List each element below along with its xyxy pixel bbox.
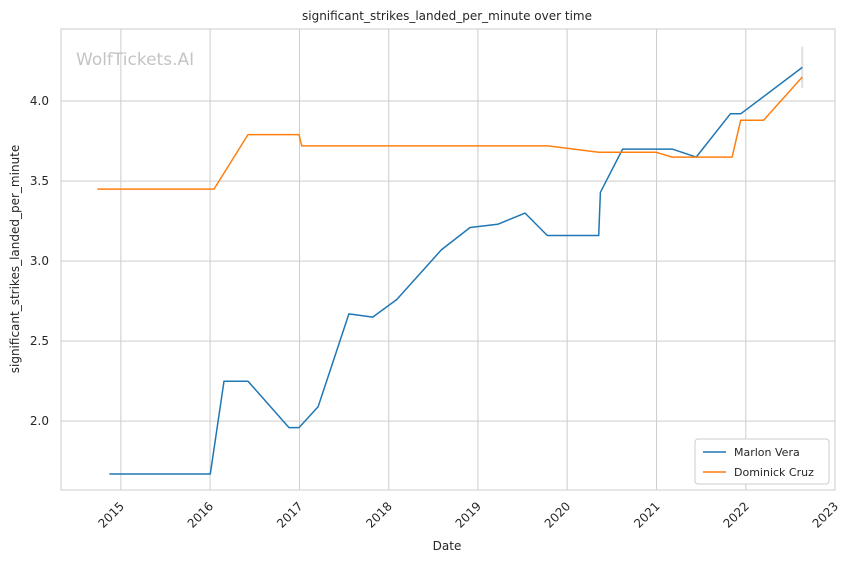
y-tick-labels: 2.0 2.5 3.0 3.5 4.0 [30, 94, 49, 428]
x-tick-label: 2021 [631, 499, 662, 530]
x-tick-label: 2017 [274, 499, 305, 530]
series-line-marlon-vera [109, 66, 803, 475]
legend: Marlon Vera Dominick Cruz [694, 438, 830, 485]
x-tick-label: 2022 [720, 499, 751, 530]
x-axis-label: Date [433, 539, 462, 553]
x-tick-label: 2023 [810, 499, 841, 530]
x-tick-label: 2020 [542, 499, 573, 530]
y-tick-label: 3.5 [30, 174, 49, 188]
grid-lines [61, 29, 836, 490]
y-axis-label: significant_strikes_landed_per_minute [8, 145, 22, 374]
y-tick-label: 2.5 [30, 334, 49, 348]
chart-title: significant_strikes_landed_per_minute ov… [302, 9, 592, 23]
x-tick-label: 2015 [95, 499, 126, 530]
x-tick-label: 2018 [363, 499, 394, 530]
legend-label-marlon-vera: Marlon Vera [734, 446, 800, 459]
y-tick-label: 3.0 [30, 254, 49, 268]
legend-box [694, 438, 830, 485]
x-tick-label: 2016 [185, 499, 216, 530]
x-tick-labels: 2015 2016 2017 2018 2019 2020 2021 2022 2023 [95, 499, 841, 530]
series-lines [97, 66, 803, 475]
y-tick-label: 2.0 [30, 414, 49, 428]
series-line-dominick-cruz [97, 76, 803, 190]
x-tick-label: 2019 [453, 499, 484, 530]
y-tick-label: 4.0 [30, 94, 49, 108]
watermark: WolfTickets.AI [76, 50, 194, 70]
legend-label-dominick-cruz: Dominick Cruz [734, 466, 814, 479]
